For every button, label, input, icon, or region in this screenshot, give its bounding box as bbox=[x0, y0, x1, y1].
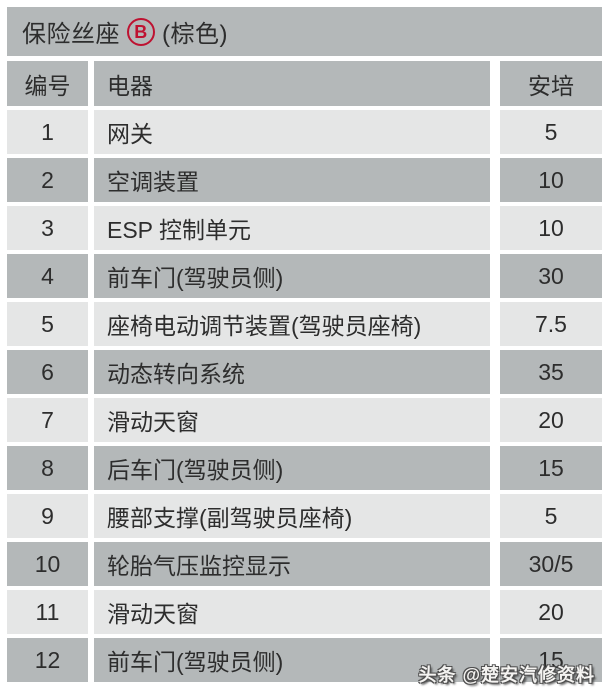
row-amps-cell: 5 bbox=[500, 110, 602, 154]
table-row: 7 滑动天窗 20 bbox=[7, 398, 602, 442]
table-row: 12 前车门(驾驶员侧) 15 bbox=[7, 638, 602, 682]
row-amps-cell: 15 bbox=[500, 638, 602, 682]
table-header-row: 编号 电器 安培 bbox=[7, 61, 602, 106]
row-number-cell: 11 bbox=[7, 590, 88, 634]
row-device-cell: 座椅电动调节装置(驾驶员座椅) bbox=[94, 302, 490, 346]
watermark: 头条 @楚安汽修资料 bbox=[418, 665, 595, 685]
table-row: 9 腰部支撑(副驾驶员座椅) 5 bbox=[7, 494, 602, 538]
table-row: 8 后车门(驾驶员侧) 15 bbox=[7, 446, 602, 490]
row-device-cell: 空调装置 bbox=[94, 158, 490, 202]
row-device-cell: 滑动天窗 bbox=[94, 398, 490, 442]
row-device-cell: 滑动天窗 bbox=[94, 590, 490, 634]
table-row: 6 动态转向系统 35 bbox=[7, 350, 602, 394]
row-number-cell: 9 bbox=[7, 494, 88, 538]
row-amps-cell: 7.5 bbox=[500, 302, 602, 346]
header-amps: 安培 bbox=[500, 61, 602, 106]
row-amps-cell: 5 bbox=[500, 494, 602, 538]
table-row: 11 滑动天窗 20 bbox=[7, 590, 602, 634]
row-device-cell: 腰部支撑(副驾驶员座椅) bbox=[94, 494, 490, 538]
row-device-cell: 网关 bbox=[94, 110, 490, 154]
row-number-cell: 6 bbox=[7, 350, 88, 394]
row-number-cell: 1 bbox=[7, 110, 88, 154]
row-amps-cell: 10 bbox=[500, 158, 602, 202]
table-row: 1 网关 5 bbox=[7, 110, 602, 154]
circled-b-badge-icon: B bbox=[127, 17, 155, 46]
header-number: 编号 bbox=[7, 61, 88, 106]
row-device-cell: 后车门(驾驶员侧) bbox=[94, 446, 490, 490]
row-amps-cell: 10 bbox=[500, 206, 602, 250]
row-amps-cell: 15 bbox=[500, 446, 602, 490]
table-row: 5 座椅电动调节装置(驾驶员座椅) 7.5 bbox=[7, 302, 602, 346]
row-number-cell: 12 bbox=[7, 638, 88, 682]
header-device: 电器 bbox=[94, 61, 490, 106]
row-device-cell: ESP 控制单元 bbox=[94, 206, 490, 250]
row-amps-cell: 30 bbox=[500, 254, 602, 298]
row-amps-cell: 20 bbox=[500, 398, 602, 442]
row-number-cell: 2 bbox=[7, 158, 88, 202]
table-row: 3 ESP 控制单元 10 bbox=[7, 206, 602, 250]
row-amps-cell: 35 bbox=[500, 350, 602, 394]
table-row: 10 轮胎气压监控显示 30/5 bbox=[7, 542, 602, 586]
row-number-cell: 4 bbox=[7, 254, 88, 298]
table-row: 2 空调装置 10 bbox=[7, 158, 602, 202]
row-amps-cell: 30/5 bbox=[500, 542, 602, 586]
table-title-bar: 保险丝座 B (棕色) bbox=[7, 7, 602, 56]
table-body: 1 网关 5 2 空调装置 10 3 ESP 控制单元 10 4 前车门(驾驶员侧) 30 5 座椅电动调… bbox=[7, 110, 602, 682]
row-number-cell: 5 bbox=[7, 302, 88, 346]
row-amps-cell: 20 bbox=[500, 590, 602, 634]
row-device-cell: 前车门(驾驶员侧) bbox=[94, 254, 490, 298]
row-number-cell: 7 bbox=[7, 398, 88, 442]
row-device-cell: 动态转向系统 bbox=[94, 350, 490, 394]
row-device-cell: 前车门(驾驶员侧) bbox=[94, 638, 490, 682]
title-suffix: (棕色) bbox=[162, 21, 228, 48]
table-row: 4 前车门(驾驶员侧) 30 bbox=[7, 254, 602, 298]
title-prefix: 保险丝座 bbox=[22, 21, 120, 48]
fuse-box-letter: B bbox=[134, 21, 148, 42]
row-number-cell: 8 bbox=[7, 446, 88, 490]
row-number-cell: 10 bbox=[7, 542, 88, 586]
row-number-cell: 3 bbox=[7, 206, 88, 250]
row-device-cell: 轮胎气压监控显示 bbox=[94, 542, 490, 586]
